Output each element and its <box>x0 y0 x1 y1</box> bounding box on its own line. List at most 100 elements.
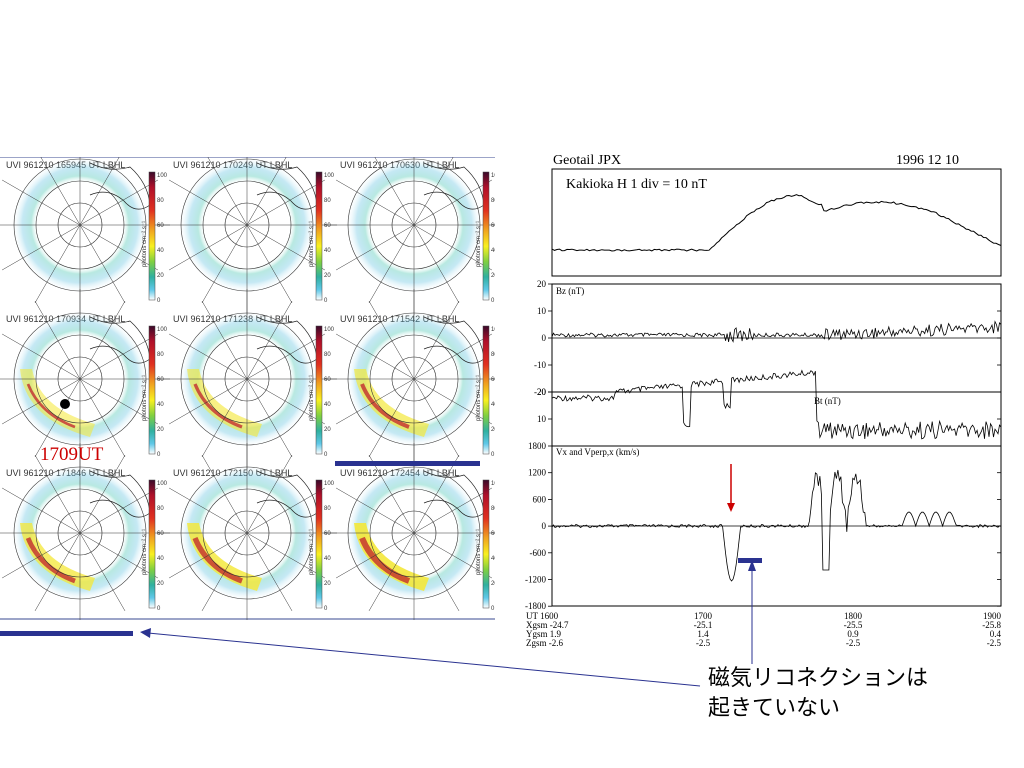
colorbar-tick-label: 0 <box>324 606 328 612</box>
colorbar-tick-label: 40 <box>324 556 331 562</box>
colorbar-tick-label: 80 <box>491 506 498 512</box>
colorbar-unit-label: photons cm⁻² s⁻¹ <box>476 375 482 421</box>
colorbar-tick-label: 40 <box>491 248 498 254</box>
y-tick-label: -1200 <box>525 575 546 585</box>
uvi-panel: UVI 961210 171238 UT LBHL100806040200pho… <box>157 289 337 469</box>
y-tick-label: -10 <box>534 360 546 370</box>
colorbar <box>482 479 490 609</box>
uvi-panel: UVI 961210 170630 UT LBHL100806040200pho… <box>324 157 502 315</box>
meridian-line <box>168 333 326 425</box>
y-tick-label: 1800 <box>528 441 547 451</box>
colorbar-tick-label: 80 <box>324 352 331 358</box>
colorbar-tick-label: 60 <box>324 377 331 383</box>
uvi-panel: UVI 961210 172454 UT LBHL100806040200pho… <box>324 443 502 620</box>
auroral-peak-region <box>193 383 243 429</box>
auroral-bright-region <box>354 523 429 591</box>
colorbar-tick-label: 0 <box>157 298 161 304</box>
meridian-line <box>1 487 159 579</box>
footer-cell: -25.1 <box>694 620 713 630</box>
footer-cell: Xgsm -24.7 <box>526 620 569 630</box>
colorbar-tick-label: 20 <box>324 427 331 433</box>
pointer-arrowhead-up <box>748 560 756 571</box>
interval-bar-right <box>738 558 762 563</box>
onset-arrow-head <box>727 503 735 512</box>
colorbar-unit-label: photons cm⁻² s⁻¹ <box>309 375 315 421</box>
uvi-panel: UVI 961210 165945 UT LBHL100806040200pho… <box>0 157 170 315</box>
footer-cell: -2.5 <box>846 638 861 648</box>
interval-bar-top <box>335 461 480 466</box>
auroral-peak-region <box>25 537 76 584</box>
colorbar-tick-label: 60 <box>491 223 498 229</box>
colorbar <box>148 325 156 455</box>
colorbar-tick-label: 60 <box>491 377 498 383</box>
colorbar-tick-label: 80 <box>157 506 164 512</box>
colorbar-tick-label: 80 <box>491 198 498 204</box>
auroral-peak-region <box>192 536 243 584</box>
y-tick-label: 10 <box>537 414 547 424</box>
colorbar-tick-label: 0 <box>157 452 161 458</box>
bz-label: Bz (nT) <box>556 286 584 296</box>
footer-cell: -2.5 <box>987 638 1002 648</box>
colorbar-tick-label: 20 <box>491 273 498 279</box>
colorbar-tick-label: 20 <box>324 273 331 279</box>
meridian-line <box>335 333 493 425</box>
colorbar-tick-label: 80 <box>324 198 331 204</box>
bt-curve <box>551 369 1002 440</box>
colorbar-tick-label: 100 <box>157 327 168 333</box>
v-label: Vx and Vperp,x (km/s) <box>556 447 639 457</box>
colorbar-tick-label: 20 <box>324 581 331 587</box>
colorbar-tick-label: 100 <box>491 173 502 179</box>
colorbar-tick-label: 100 <box>491 481 502 487</box>
auroral-bright-region <box>187 523 262 591</box>
colorbar-unit-label: photons cm⁻² s⁻¹ <box>309 529 315 575</box>
footer-cell: -25.5 <box>844 620 863 630</box>
colorbar-unit-label: photons cm⁻² s⁻¹ <box>142 375 148 421</box>
colorbar-tick-label: 20 <box>157 273 164 279</box>
colorbar-tick-label: 0 <box>324 298 328 304</box>
footer-cell: 0.9 <box>847 629 859 639</box>
meridian-line <box>168 487 326 579</box>
auroral-peak-region <box>26 383 76 429</box>
bz-curve <box>551 320 1002 343</box>
colorbar-unit-label: photons cm⁻² s⁻¹ <box>309 221 315 267</box>
caption-text: 磁気リコネクションは 起きていない <box>708 664 1018 724</box>
colorbar-unit-label: photons cm⁻² s⁻¹ <box>476 221 482 267</box>
colorbar-tick-label: 100 <box>491 327 502 333</box>
onset-marker-dot <box>60 399 70 409</box>
uvi-panel: UVI 961210 171542 UT LBHL100806040200pho… <box>324 289 502 469</box>
kakioka-h-curve <box>551 194 1002 252</box>
y-tick-label: 600 <box>533 494 547 504</box>
colorbar-tick-label: 0 <box>157 606 161 612</box>
colorbar-tick-label: 40 <box>157 248 164 254</box>
bt-label: Bt (nT) <box>814 396 841 406</box>
uvi-panel: UVI 961210 170249 UT LBHL100806040200pho… <box>157 157 337 315</box>
colorbar-tick-label: 100 <box>324 481 335 487</box>
colorbar-tick-label: 20 <box>491 427 498 433</box>
caption-line-1: 磁気リコネクションは <box>708 666 929 691</box>
interval-bar-left <box>0 631 133 636</box>
y-tick-label: 1200 <box>528 468 547 478</box>
pointer-line-diagonal <box>147 632 701 687</box>
uvi-image-grid: UVI 961210 165945 UT LBHL100806040200pho… <box>0 157 502 620</box>
colorbar-tick-label: 80 <box>157 352 164 358</box>
ts-header-right: 1996 12 10 <box>896 153 959 168</box>
orbit-footer: UT 1600 1700 1800 1900 Xgsm -24.7 -25.1 -25.5 -… <box>526 611 1002 648</box>
kakioka-label: Kakioka H 1 div = 10 nT <box>566 177 707 192</box>
colorbar-tick-label: 40 <box>157 402 164 408</box>
footer-cell: 0.4 <box>990 629 1002 639</box>
auroral-bright-region <box>187 369 262 437</box>
colorbar-tick-label: 60 <box>324 531 331 537</box>
y-tick-label: 20 <box>537 387 547 397</box>
colorbar-tick-label: 40 <box>157 556 164 562</box>
auroral-bright-region <box>20 369 95 437</box>
y-tick-label: 10 <box>537 306 547 316</box>
y-axis-ticks: 20100-10-202010180012006000-600-1200-180… <box>525 279 1001 611</box>
meridian-line <box>168 179 326 271</box>
vx-curve <box>551 469 1002 582</box>
colorbar-tick-label: 0 <box>491 452 495 458</box>
footer-cell: Zgsm -2.6 <box>526 638 563 648</box>
colorbar-tick-label: 20 <box>157 581 164 587</box>
colorbar-tick-label: 20 <box>491 581 498 587</box>
colorbar-tick-label: 80 <box>491 352 498 358</box>
footer-cell: 1.4 <box>697 629 709 639</box>
